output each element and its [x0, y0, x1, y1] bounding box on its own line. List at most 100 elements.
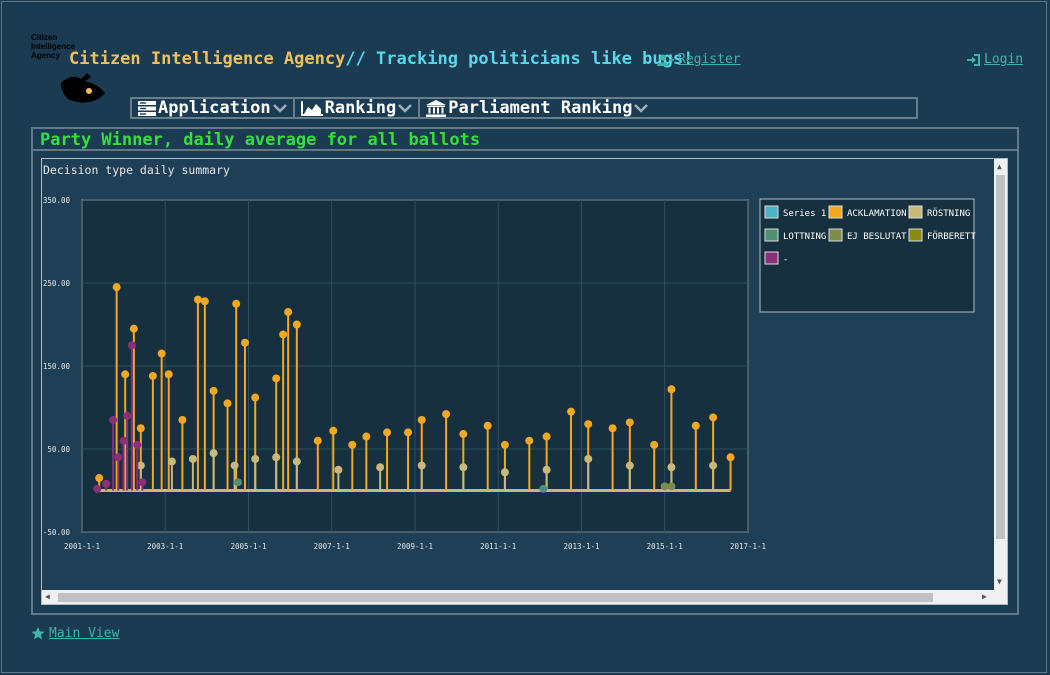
series-acklamation-point	[251, 393, 260, 402]
chart-subtitle: Decision type daily summary	[43, 163, 230, 177]
horizontal-scrollbar[interactable]: ◀ ▶	[42, 590, 995, 604]
area-chart-icon	[300, 100, 323, 116]
menu-ranking[interactable]: Ranking	[295, 98, 421, 118]
logo-text: Citizen Intelligence Agency	[31, 33, 91, 60]
main-view-link[interactable]: Main View	[31, 626, 119, 641]
menu-parliament-ranking[interactable]: Parliament Ranking	[420, 98, 654, 118]
legend-swatch	[764, 251, 779, 265]
series-acklamation-point	[383, 428, 392, 437]
vertical-scroll-thumb[interactable]	[996, 175, 1005, 539]
series-acklamation-point	[240, 338, 249, 347]
series-acklamation-point	[329, 426, 338, 435]
series-acklamation-point	[650, 440, 659, 449]
series-acklamation-point	[112, 283, 121, 292]
chevron-down-icon	[634, 104, 649, 113]
main-menu-bar: Application Ranking Parliament Ranking	[130, 97, 918, 119]
legend-entry-label: -	[783, 255, 788, 265]
series-acklamation-point	[193, 295, 202, 304]
series-dash-point	[93, 484, 102, 493]
legend-swatch	[764, 205, 779, 219]
legend-entry-label: RÖSTNING	[927, 208, 970, 219]
y-tick-label: 250.00	[43, 279, 71, 288]
scroll-right-arrow-icon[interactable]: ▶	[982, 592, 987, 601]
legend-swatch	[764, 228, 779, 242]
y-tick-label: 50.00	[47, 445, 70, 454]
series-dash-point	[102, 479, 111, 488]
legend-swatch	[908, 205, 923, 219]
register-link[interactable]: Register	[657, 52, 741, 67]
series-acklamation-point	[362, 432, 371, 441]
series-r-stning-point	[709, 461, 718, 470]
series-r-stning-point	[167, 457, 176, 466]
legend-swatch	[828, 228, 843, 242]
series-acklamation-point	[129, 324, 138, 333]
legend-entry-label: EJ BESLUTAT	[847, 232, 907, 242]
legend-entry-label: ACKLAMATION	[847, 209, 907, 219]
series-acklamation-point	[223, 399, 232, 408]
series-acklamation-point	[500, 440, 509, 449]
menu-parliament-ranking-label: Parliament Ranking	[448, 98, 633, 118]
series-lottning-point	[234, 478, 243, 487]
series-acklamation-point	[709, 413, 718, 422]
series-acklamation-point	[667, 385, 676, 394]
series-r-stning-point	[188, 454, 197, 463]
horizontal-scroll-thumb[interactable]	[58, 593, 933, 602]
series-ej-beslutat-point	[660, 482, 669, 491]
series-acklamation-point	[442, 410, 451, 419]
series-acklamation-point	[200, 297, 209, 306]
scroll-up-arrow-icon[interactable]: ▲	[997, 162, 1002, 171]
series-r-stning-point	[251, 454, 260, 463]
series-dash-point	[119, 436, 128, 445]
institution-icon	[426, 99, 447, 117]
y-tick-label: 350.00	[43, 196, 71, 205]
legend-swatch	[828, 205, 843, 219]
vertical-scrollbar[interactable]: ▲ ▼	[994, 159, 1007, 591]
series-acklamation-point	[483, 421, 492, 430]
menu-application[interactable]: Application	[132, 98, 295, 118]
x-tick-label: 2003-1-1	[147, 542, 183, 551]
series-r-stning-point	[376, 463, 385, 472]
series-acklamation-point	[292, 320, 301, 329]
line-chart: 350.00 250.00 150.00 50.00 -50.00 2001-1-1 200…	[43, 196, 976, 551]
x-tick-label: 2007-1-1	[314, 542, 350, 551]
series-acklamation-point	[284, 308, 293, 317]
series-dash-point	[127, 341, 136, 350]
series-acklamation-point	[164, 370, 173, 379]
register-label: Register	[678, 52, 741, 67]
main-view-label: Main View	[49, 626, 120, 641]
legend-entry-label: Series 1	[783, 209, 826, 219]
logo-line-3: Agency	[31, 51, 60, 60]
site-title-main: Citizen Intelligence Agency	[69, 49, 346, 69]
login-link[interactable]: Login	[967, 52, 1023, 67]
series-acklamation-point	[625, 418, 634, 427]
scroll-left-arrow-icon[interactable]: ◀	[45, 592, 50, 601]
server-icon	[138, 100, 156, 116]
legend-entry-label: FÖRBERETT	[927, 231, 976, 242]
series-lottning-point	[539, 484, 548, 493]
series-r-stning-point	[334, 465, 343, 474]
series-acklamation-point	[726, 453, 735, 462]
y-tick-label: 150.00	[43, 362, 71, 371]
logo: Citizen Intelligence Agency	[31, 33, 105, 108]
series-r-stning-point	[500, 468, 509, 477]
series-r-stning-point	[292, 457, 301, 466]
series-dash-point	[133, 440, 142, 449]
user-plus-icon	[657, 54, 674, 66]
x-tick-label: 2009-1-1	[397, 542, 433, 551]
logo-line-2: Intelligence	[31, 42, 76, 51]
legend-entry-label: LOTTNING	[783, 232, 826, 242]
series-dash-point	[123, 411, 132, 420]
series-r-stning-point	[459, 463, 468, 472]
scroll-down-arrow-icon[interactable]: ▼	[997, 577, 1002, 586]
series-acklamation-point	[691, 421, 700, 430]
y-tick-label: -50.00	[43, 528, 71, 537]
series-r-stning-point	[230, 461, 239, 470]
content-panel: Party Winner, daily average for all ball…	[31, 127, 1019, 615]
x-tick-label: 2013-1-1	[563, 542, 599, 551]
series-ej-beslutat-point	[667, 482, 676, 491]
scrollbar-corner	[994, 590, 1007, 604]
series-r-stning-point	[417, 461, 426, 470]
series-acklamation-point	[584, 420, 593, 429]
series-acklamation-point	[272, 374, 281, 383]
